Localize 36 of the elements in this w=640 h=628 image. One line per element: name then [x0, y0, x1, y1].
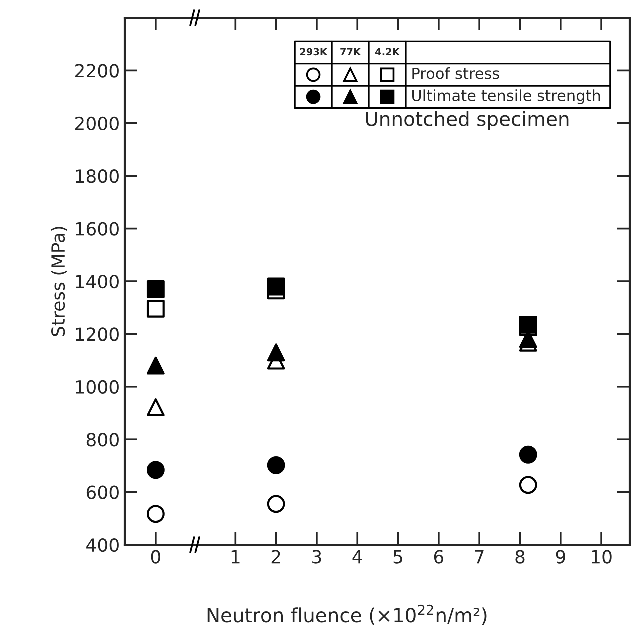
point: [267, 495, 286, 514]
x-tick-label: 7: [475, 550, 484, 564]
x-tick-label: 0: [151, 550, 160, 564]
point: [267, 278, 286, 296]
x-tick-label: 8: [516, 550, 525, 564]
x-tick-label: 6: [434, 550, 444, 564]
x-tick-label: 9: [556, 550, 566, 564]
x-axis-title: Neutron fluence (×10$^{22}$n/m²): [208, 604, 487, 626]
x-tick-label: 10: [592, 550, 612, 564]
y-tick-label: 400: [86, 538, 119, 552]
text: 77K: [340, 48, 362, 56]
y-tick-label: 1600: [76, 222, 119, 236]
y-tick-label: 1000: [76, 380, 119, 394]
y-tick-label: 600: [86, 486, 119, 500]
point: [267, 344, 286, 362]
annotation: Unnotched specimen: [366, 111, 569, 130]
text: 4.2K: [376, 48, 400, 56]
y-tick-label: 1200: [76, 328, 119, 342]
point: [519, 446, 538, 464]
x-tick-label: 1: [232, 550, 240, 564]
y-axis-title: Stress (MPa): [51, 227, 68, 336]
point: [267, 456, 286, 474]
point: [519, 476, 538, 494]
point: [519, 316, 538, 334]
y-tick-label: 1400: [76, 274, 119, 289]
y-tick-label: 2000: [76, 116, 119, 131]
x-tick-label: 5: [394, 550, 402, 564]
y-tick-label: 2200: [76, 64, 119, 78]
text: 293K: [300, 48, 328, 56]
legend-label: Ultimate tensile strength: [412, 90, 600, 104]
legend-label: Proof stress: [412, 68, 500, 80]
x-tick-label: 4: [352, 550, 362, 564]
y-tick-label: 1800: [76, 170, 119, 184]
x-tick-label: 3: [312, 550, 322, 564]
x-tick-label: 2: [272, 550, 280, 564]
y-tick-label: 800: [86, 433, 119, 447]
